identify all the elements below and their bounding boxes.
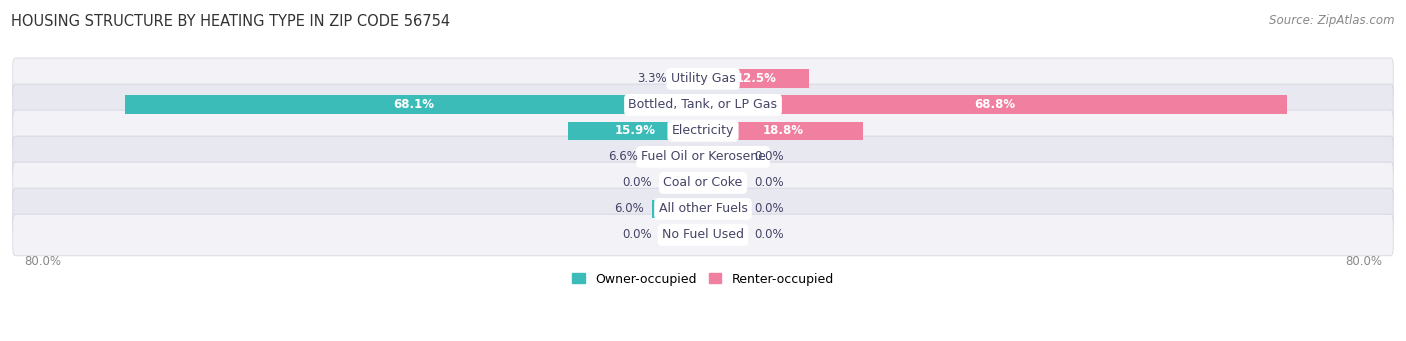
Text: All other Fuels: All other Fuels	[658, 203, 748, 216]
Bar	[647, 148, 703, 166]
Bar	[661, 226, 703, 244]
Bar	[703, 174, 745, 192]
Bar	[703, 199, 745, 218]
Text: 0.0%: 0.0%	[754, 203, 783, 216]
Text: 18.8%: 18.8%	[762, 124, 803, 137]
FancyBboxPatch shape	[13, 84, 1393, 126]
Legend: Owner-occupied, Renter-occupied: Owner-occupied, Renter-occupied	[572, 272, 834, 286]
Text: 6.0%: 6.0%	[614, 203, 644, 216]
Text: HOUSING STRUCTURE BY HEATING TYPE IN ZIP CODE 56754: HOUSING STRUCTURE BY HEATING TYPE IN ZIP…	[11, 14, 450, 29]
Text: No Fuel Used: No Fuel Used	[662, 228, 744, 241]
Text: 6.6%: 6.6%	[609, 150, 638, 163]
FancyBboxPatch shape	[13, 110, 1393, 152]
Text: Source: ZipAtlas.com: Source: ZipAtlas.com	[1270, 14, 1395, 27]
Bar	[703, 226, 745, 244]
FancyBboxPatch shape	[13, 136, 1393, 178]
Bar	[703, 70, 808, 88]
Text: 80.0%: 80.0%	[1346, 254, 1382, 268]
Text: 68.1%: 68.1%	[394, 98, 434, 112]
Bar	[568, 121, 703, 140]
Bar	[703, 95, 1286, 114]
Bar	[652, 199, 703, 218]
Text: Electricity: Electricity	[672, 124, 734, 137]
Bar	[661, 174, 703, 192]
Bar	[703, 148, 745, 166]
Bar	[703, 121, 863, 140]
FancyBboxPatch shape	[13, 58, 1393, 100]
Text: 68.8%: 68.8%	[974, 98, 1015, 112]
Text: 0.0%: 0.0%	[754, 150, 783, 163]
Text: 15.9%: 15.9%	[614, 124, 657, 137]
Text: 12.5%: 12.5%	[735, 72, 776, 85]
Text: 3.3%: 3.3%	[637, 72, 666, 85]
Text: Bottled, Tank, or LP Gas: Bottled, Tank, or LP Gas	[628, 98, 778, 112]
Bar	[125, 95, 703, 114]
Text: Utility Gas: Utility Gas	[671, 72, 735, 85]
FancyBboxPatch shape	[13, 188, 1393, 230]
FancyBboxPatch shape	[13, 214, 1393, 256]
Text: 0.0%: 0.0%	[623, 176, 652, 190]
Text: 0.0%: 0.0%	[754, 228, 783, 241]
FancyBboxPatch shape	[13, 162, 1393, 204]
Text: 0.0%: 0.0%	[754, 176, 783, 190]
Text: Fuel Oil or Kerosene: Fuel Oil or Kerosene	[641, 150, 765, 163]
Text: 80.0%: 80.0%	[24, 254, 60, 268]
Text: 0.0%: 0.0%	[623, 228, 652, 241]
Text: Coal or Coke: Coal or Coke	[664, 176, 742, 190]
Bar	[675, 70, 703, 88]
